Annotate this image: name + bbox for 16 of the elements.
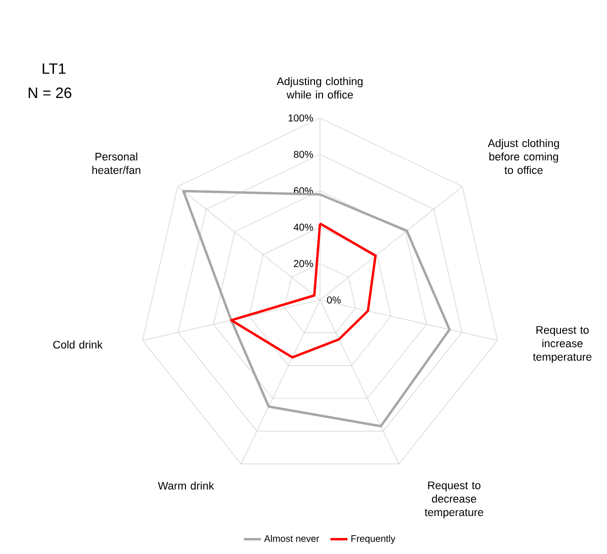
y-tick-label: 20% <box>294 260 314 268</box>
spoke-label: Adjusting clothing while in office <box>276 77 363 99</box>
spoke-label: Request to decrease temperature <box>424 482 484 518</box>
spoke-label: Warm drink <box>158 482 214 490</box>
y-tick-label: 100% <box>288 114 314 122</box>
text: N = 26 <box>28 88 72 98</box>
spoke-label: Request to increase temperature <box>533 326 592 363</box>
spoke-label: Adjust clothing before coming to office <box>488 139 559 174</box>
spoke-label: Cold drink <box>53 340 103 349</box>
legend-label: Frequently <box>351 534 396 544</box>
legend-label: Almost never <box>264 534 320 542</box>
y-tick-label: 0% <box>327 296 341 304</box>
chart-title: LT1 <box>42 64 66 74</box>
y-tick-label: 40% <box>294 224 314 231</box>
spoke-label: Personal heater/fan <box>92 152 140 174</box>
y-tick-label: 80% <box>294 150 314 158</box>
